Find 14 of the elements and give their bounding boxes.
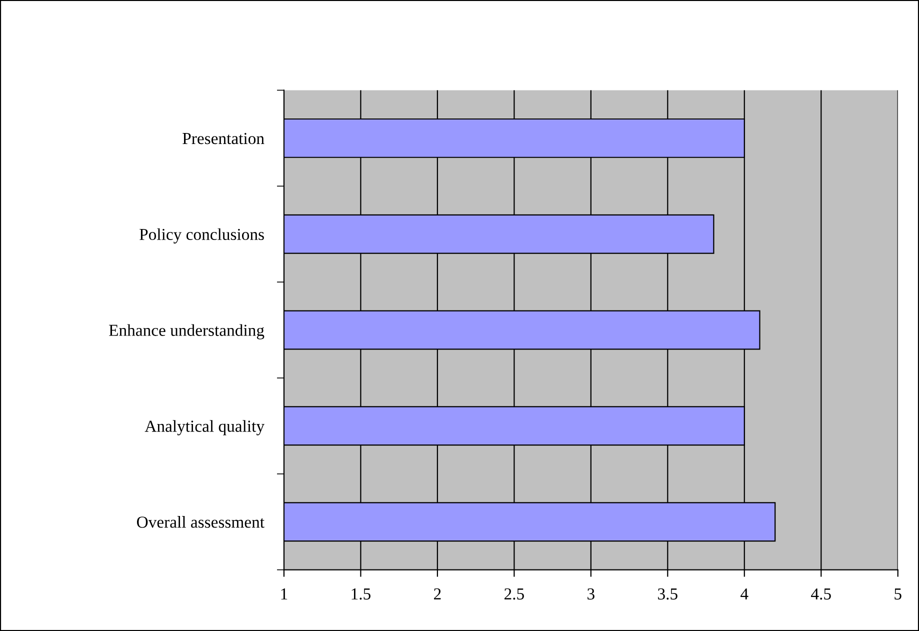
x-tick-label: 3.5 (658, 588, 678, 600)
y-tick-label: Overall assessment (137, 516, 264, 528)
x-tick-label: 2.5 (504, 588, 524, 600)
x-tick-label: 3 (588, 588, 594, 600)
x-tick-label: 1.5 (352, 588, 370, 600)
y-tick-label: Enhance understanding (109, 324, 264, 340)
x-tick-label: 5 (894, 588, 902, 600)
y-tick-label: Presentation (182, 132, 264, 144)
y-tick-label: Policy conclusions (140, 228, 264, 244)
x-tick-label: 1 (281, 588, 288, 600)
y-tick-label: Analytical quality (144, 420, 264, 436)
x-tick-label: 2 (434, 588, 441, 600)
x-tick-label: 4.5 (811, 588, 831, 600)
x-tick-label: 4 (740, 588, 748, 600)
